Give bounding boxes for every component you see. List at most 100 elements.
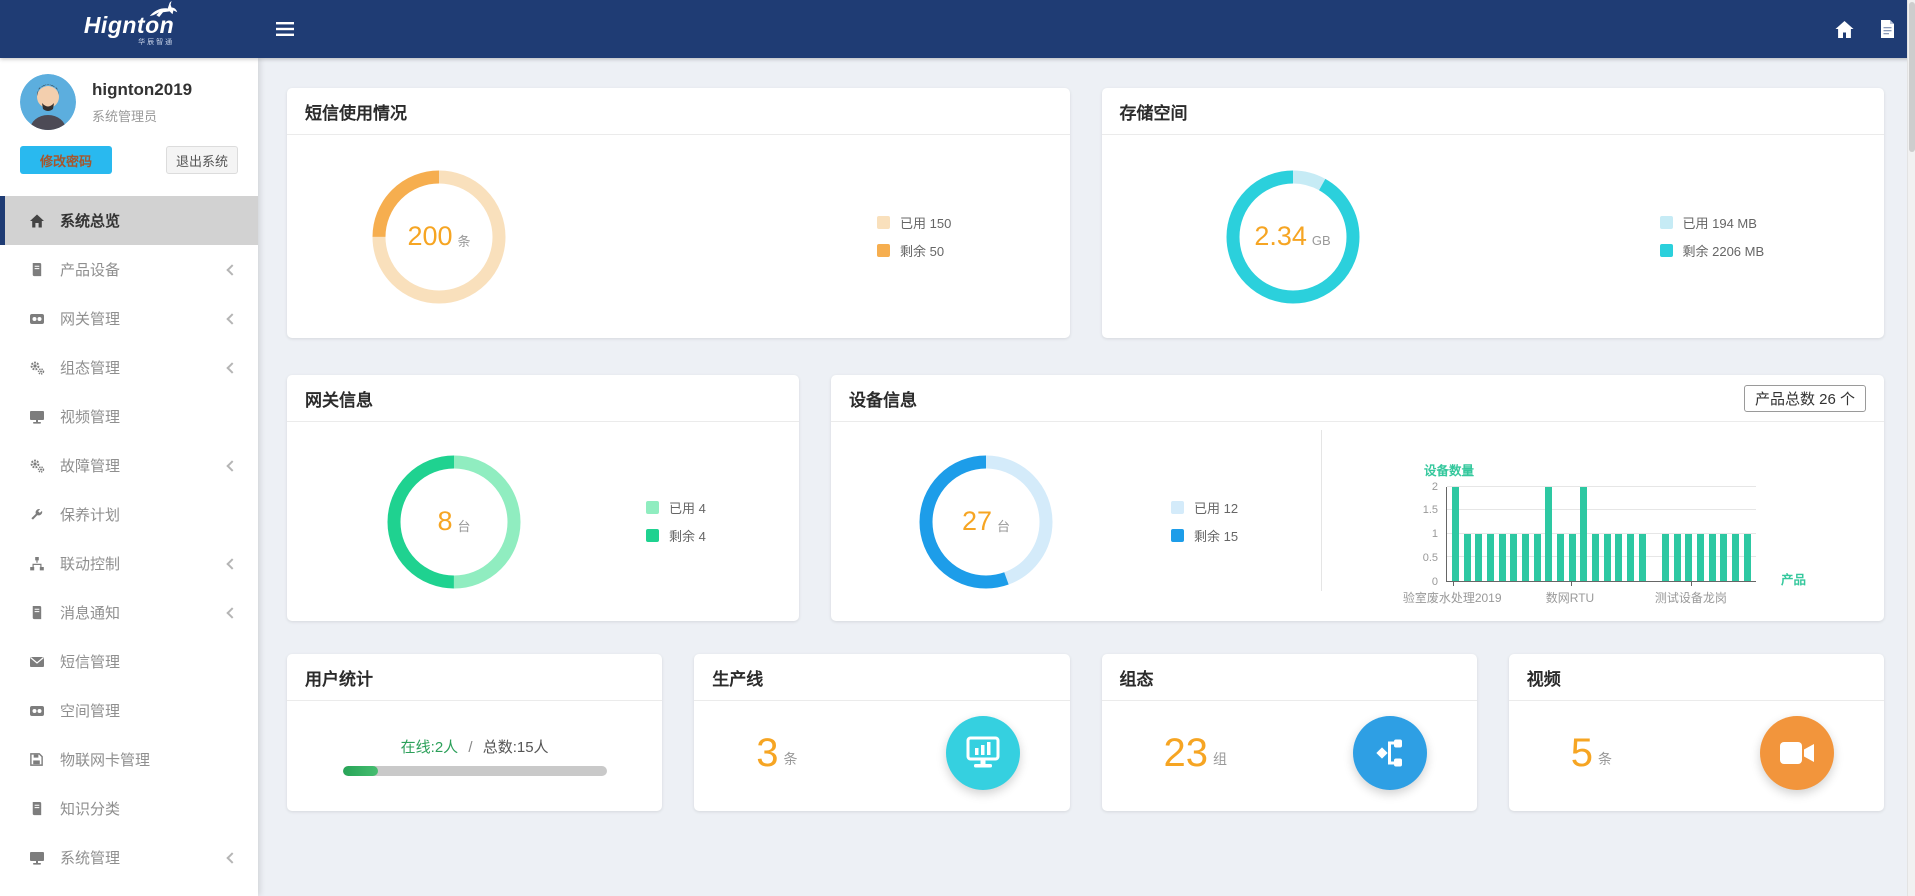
sidebar-item-message-notice[interactable]: 消息通知 — [0, 588, 258, 637]
bar-chart-x-tick-labels: 验室废水处理2019 数网RTU 测试设备龙岗 — [1402, 590, 1727, 605]
bar — [1697, 533, 1705, 581]
bar — [1498, 533, 1506, 581]
bar — [1627, 533, 1635, 581]
logo-tagline: 华辰智通 — [138, 38, 175, 46]
sidebar-item-knowledge-category[interactable]: 知识分类 — [0, 784, 258, 833]
page-scrollbar[interactable] — [1907, 0, 1915, 896]
sidebar-item-video-mgmt[interactable]: 视频管理 — [0, 392, 258, 441]
card-title: 视频 — [1526, 669, 1561, 689]
user-profile-block: hignton2019 系统管理员 修改密码 退出系统 — [0, 58, 258, 174]
avatar — [20, 74, 76, 130]
sidebar-item-system-overview[interactable]: 系统总览 — [0, 196, 258, 245]
bar — [1615, 533, 1623, 581]
legend-swatch — [1659, 216, 1673, 229]
bar — [1452, 486, 1459, 581]
card-title: 网关信息 — [305, 390, 373, 410]
chevron-left-icon — [226, 312, 238, 325]
envelope-icon — [28, 654, 45, 670]
online-stats-text: 在线:2人 / 总数:15人 — [400, 739, 549, 756]
scada-card: 组态 23 组 — [1101, 654, 1477, 811]
product-bar-plot: 产品 — [1446, 485, 1806, 587]
bar — [1685, 533, 1693, 581]
book-icon — [28, 605, 45, 620]
x-tick-mark — [1453, 580, 1455, 586]
username: hignton2019 — [92, 79, 193, 99]
scrollbar-thumb[interactable] — [1909, 2, 1915, 152]
sitemap-icon — [28, 556, 45, 572]
scada-count: 23 — [1163, 731, 1209, 775]
floppy-icon — [28, 752, 45, 767]
gateway-info-card: 网关信息 8 台 已用 4 剩余 4 — [287, 375, 799, 621]
sidebar-item-scada-mgmt[interactable]: 组态管理 — [0, 343, 258, 392]
legend-swatch — [877, 216, 890, 229]
sidebar-item-fault-mgmt[interactable]: 故障管理 — [0, 441, 258, 490]
logo: Hignton 华辰智通 — [0, 0, 258, 58]
wrench-icon — [28, 507, 45, 522]
product-total-badge: 产品总数 26 个 — [1743, 384, 1866, 412]
file-icon[interactable] — [1880, 20, 1895, 38]
home-icon[interactable] — [1835, 20, 1854, 38]
book-icon — [28, 801, 45, 816]
sidebar-item-iot-card-mgmt[interactable]: 物联网卡管理 — [0, 735, 258, 784]
sidebar-item-sms-mgmt[interactable]: 短信管理 — [0, 637, 258, 686]
storage-total-unit: GB — [1311, 233, 1331, 248]
legend-swatch — [1171, 501, 1184, 514]
x-tick-mark — [1691, 580, 1693, 586]
sidebar-item-linkage-control[interactable]: 联动控制 — [0, 539, 258, 588]
device-info-card: 设备信息 产品总数 26 个 27 台 已用 12 剩余 15 — [831, 375, 1884, 621]
sms-donut-chart: 200 条 — [369, 167, 509, 307]
bar — [1533, 533, 1541, 581]
monitor-icon — [28, 850, 45, 866]
change-password-button[interactable]: 修改密码 — [20, 146, 112, 174]
online-progress-bar — [342, 766, 607, 776]
legend-swatch — [646, 529, 659, 542]
sidebar-item-space-mgmt[interactable]: 空间管理 — [0, 686, 258, 735]
monitor-icon — [28, 409, 45, 425]
bar — [1720, 533, 1728, 581]
production-line-card: 生产线 3 条 — [694, 654, 1070, 811]
sidebar-item-system-mgmt[interactable]: 系统管理 — [0, 833, 258, 882]
gateway-total-value: 8 — [437, 506, 453, 536]
sidebar-item-maintenance-plan[interactable]: 保养计划 — [0, 490, 258, 539]
monitor-chart-icon — [945, 716, 1020, 790]
device-count-bar-chart: 设备数量 2 1.5 1 0.5 0 — [1322, 442, 1884, 605]
gridline — [1447, 556, 1756, 557]
sidebar-item-gateway-mgmt[interactable]: 网关管理 — [0, 294, 258, 343]
production-line-count: 3 — [756, 731, 779, 775]
legend-swatch — [646, 501, 659, 514]
storage-donut-chart: 2.34 GB — [1223, 167, 1363, 307]
chevron-left-icon — [226, 557, 238, 570]
bar — [1638, 533, 1646, 581]
bar-chart-y-axis-title: 设备数量 — [1424, 463, 1475, 478]
bar — [1732, 533, 1740, 581]
x-tick-mark — [1570, 580, 1572, 586]
sms-usage-card: 短信使用情况 200 条 已用 150 剩余 50 — [287, 88, 1070, 338]
vertical-divider — [1321, 430, 1322, 591]
video-camera-icon — [1760, 716, 1834, 790]
gridline — [1447, 532, 1756, 534]
bar — [1568, 533, 1576, 581]
bar — [1743, 533, 1751, 581]
chevron-left-icon — [226, 361, 238, 374]
antelope-logo-icon — [144, 0, 182, 25]
sms-total-value: 200 — [407, 221, 453, 251]
sidebar-item-product-device[interactable]: 产品设备 — [0, 245, 258, 294]
bar — [1662, 533, 1670, 581]
gateway-legend: 已用 4 剩余 4 — [646, 498, 706, 545]
top-navbar: Hignton 华辰智通 — [0, 0, 1915, 58]
chevron-left-icon — [226, 606, 238, 619]
chevron-left-icon — [226, 459, 238, 472]
video-box-icon — [28, 311, 45, 327]
bar — [1592, 533, 1600, 581]
bar — [1580, 486, 1588, 581]
bar — [1487, 533, 1495, 581]
video-box-icon — [28, 703, 45, 719]
device-total-unit: 台 — [997, 519, 1011, 534]
bar — [1557, 533, 1565, 581]
gridline — [1447, 509, 1756, 510]
logout-button[interactable]: 退出系统 — [166, 146, 238, 174]
card-title: 组态 — [1119, 669, 1154, 689]
card-title: 设备信息 — [849, 390, 917, 410]
sidebar: hignton2019 系统管理员 修改密码 退出系统 系统总览 产品设备 网关… — [0, 58, 258, 896]
hamburger-menu-icon[interactable] — [276, 22, 294, 36]
